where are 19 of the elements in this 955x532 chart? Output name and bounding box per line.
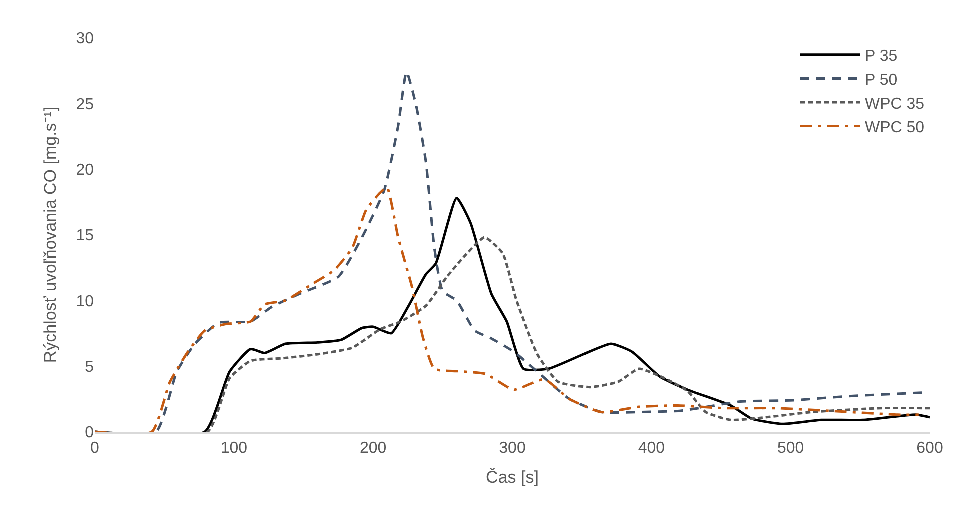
legend-label: P 35 bbox=[865, 48, 898, 66]
x-tick-label: 100 bbox=[220, 440, 248, 457]
y-tick-label: 30 bbox=[76, 30, 94, 48]
y-tick-label: 0 bbox=[85, 424, 94, 442]
legend-label: WPC 35 bbox=[865, 96, 925, 113]
legend-label: P 50 bbox=[865, 72, 898, 89]
x-tick-label: 200 bbox=[360, 440, 387, 457]
x-tick-label: 300 bbox=[499, 440, 526, 457]
y-axis-title: Rýchlosť uvoľňovania CO [mg.s⁻¹] bbox=[40, 106, 60, 364]
x-axis-title: Čas [s] bbox=[486, 468, 539, 487]
y-tick-label: 25 bbox=[76, 96, 94, 114]
x-tick-label: 400 bbox=[638, 440, 666, 457]
y-tick-label: 20 bbox=[76, 162, 94, 179]
x-tick-label: 500 bbox=[777, 440, 804, 457]
y-tick-label: 10 bbox=[76, 293, 94, 310]
y-tick-label: 5 bbox=[85, 358, 94, 376]
x-tick-label: 600 bbox=[916, 440, 944, 457]
y-tick-label: 15 bbox=[76, 228, 94, 245]
legend-label: WPC 50 bbox=[865, 120, 925, 137]
